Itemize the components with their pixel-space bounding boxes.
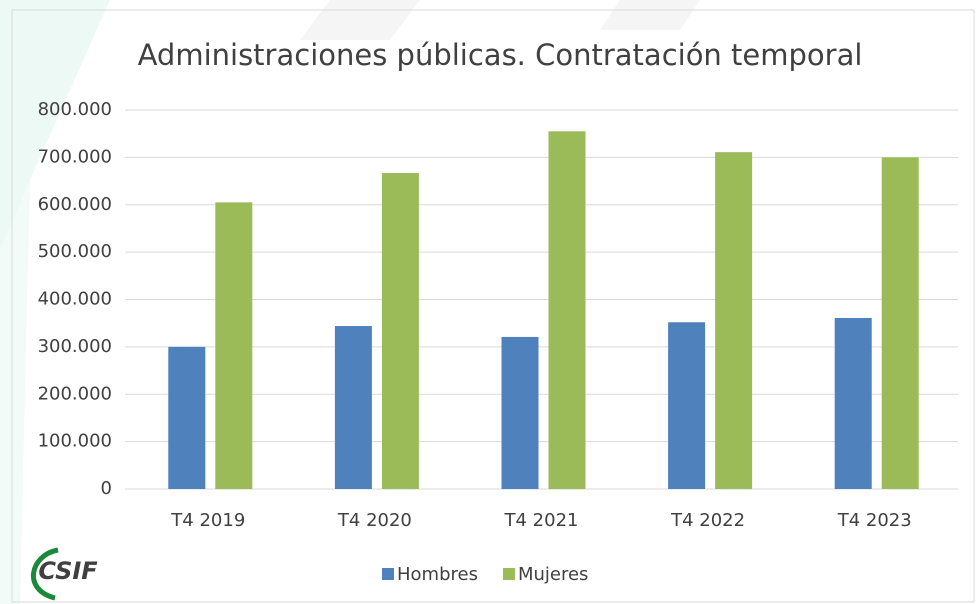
x-tick-label: T4 2023 <box>837 510 912 531</box>
logo-swoosh <box>31 547 59 601</box>
legend-label: Hombres <box>397 564 478 585</box>
y-tick-label: 300.000 <box>38 336 112 357</box>
y-tick-label: 400.000 <box>38 289 112 310</box>
legend-swatch <box>502 568 515 580</box>
bar <box>548 131 586 489</box>
logo: CSIF <box>31 547 98 601</box>
x-tick-label: T4 2020 <box>337 510 412 531</box>
x-tick-label: T4 2022 <box>670 510 745 531</box>
x-tick-label: T4 2021 <box>504 510 579 531</box>
y-tick-label: 200.000 <box>38 383 112 404</box>
bar <box>168 346 206 489</box>
legend-label: Mujeres <box>518 564 588 585</box>
logo-text: CSIF <box>38 557 98 585</box>
bar <box>715 152 753 489</box>
bar <box>381 173 419 490</box>
bar <box>215 202 253 489</box>
legend-swatch <box>382 568 394 580</box>
background-stripe <box>0 180 30 604</box>
x-tick-label: T4 2019 <box>170 510 245 531</box>
chart-border <box>11 9 975 603</box>
chart-title: Administraciones públicas. Contratación … <box>138 38 863 72</box>
y-tick-label: 100.000 <box>38 431 112 452</box>
y-tick-label: 0 <box>101 478 112 499</box>
bar <box>881 157 919 489</box>
background-stripe <box>0 0 110 250</box>
y-tick-label: 800.000 <box>38 99 112 120</box>
bar <box>834 317 872 489</box>
y-tick-label: 600.000 <box>38 194 112 215</box>
background-stripe <box>600 0 700 30</box>
y-tick-label: 500.000 <box>38 241 112 262</box>
y-tick-label: 700.000 <box>38 146 112 167</box>
bar <box>668 322 706 489</box>
bar <box>334 326 372 489</box>
bar <box>501 336 539 489</box>
